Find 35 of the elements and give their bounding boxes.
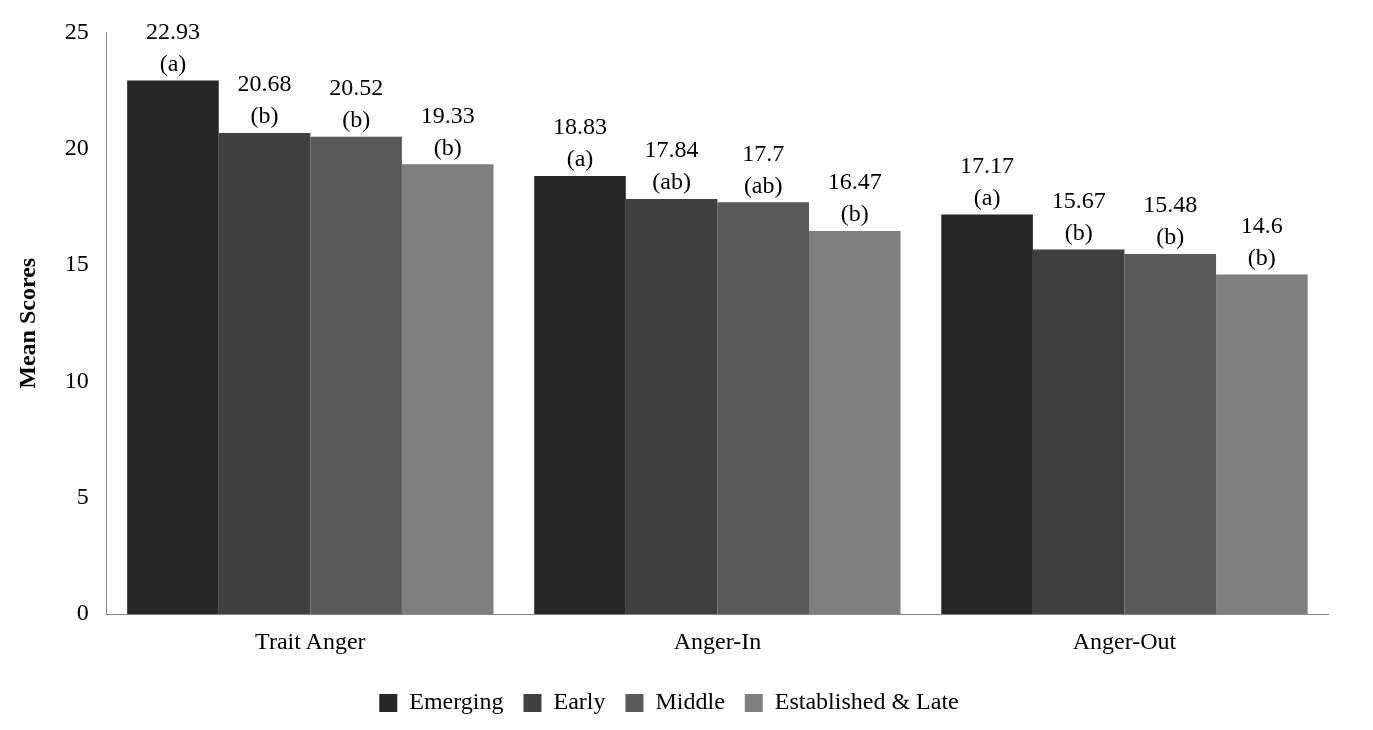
bar: [941, 214, 1033, 615]
data-label: 20.68 (b): [237, 70, 292, 129]
y-tick-label: 0: [76, 599, 89, 626]
data-label: 22.93 (a): [145, 17, 200, 76]
data-label: 17.84 (ab): [644, 136, 699, 195]
legend-label: Early: [553, 688, 606, 715]
bar: [1032, 249, 1125, 615]
legend-label: Emerging: [409, 688, 504, 715]
bar: [534, 175, 626, 615]
bar: [310, 136, 402, 615]
data-label: 14.6 (b): [1240, 211, 1283, 270]
x-tick-label: Anger-Out: [1072, 627, 1177, 654]
legend-label: Middle: [655, 688, 725, 715]
bar: [625, 199, 718, 615]
y-tick-label: 5: [76, 483, 89, 510]
data-label: 16.47 (b): [827, 168, 882, 227]
y-axis-title: Mean Scores: [13, 257, 40, 389]
data-label: 15.48 (b): [1143, 191, 1198, 250]
data-label: 15.67 (b): [1051, 186, 1106, 245]
x-tick-label: Anger-In: [673, 627, 762, 654]
bar: [218, 132, 311, 615]
legend-label: Established & Late: [774, 688, 959, 715]
y-tick-label: 25: [64, 17, 89, 44]
bar: [127, 80, 219, 615]
data-label: 17.7 (ab): [742, 139, 785, 198]
data-label: 17.17 (a): [960, 151, 1015, 210]
x-tick-label: Trait Anger: [255, 627, 366, 654]
y-tick-label: 15: [64, 250, 89, 277]
y-tick-label: 10: [64, 366, 89, 393]
data-label: 19.33 (b): [420, 101, 475, 160]
y-tick-label: 20: [64, 134, 89, 161]
data-label: 18.83 (a): [553, 113, 608, 172]
data-label: 20.52 (b): [329, 73, 384, 132]
bar: [1124, 253, 1217, 615]
bar: [717, 202, 809, 615]
